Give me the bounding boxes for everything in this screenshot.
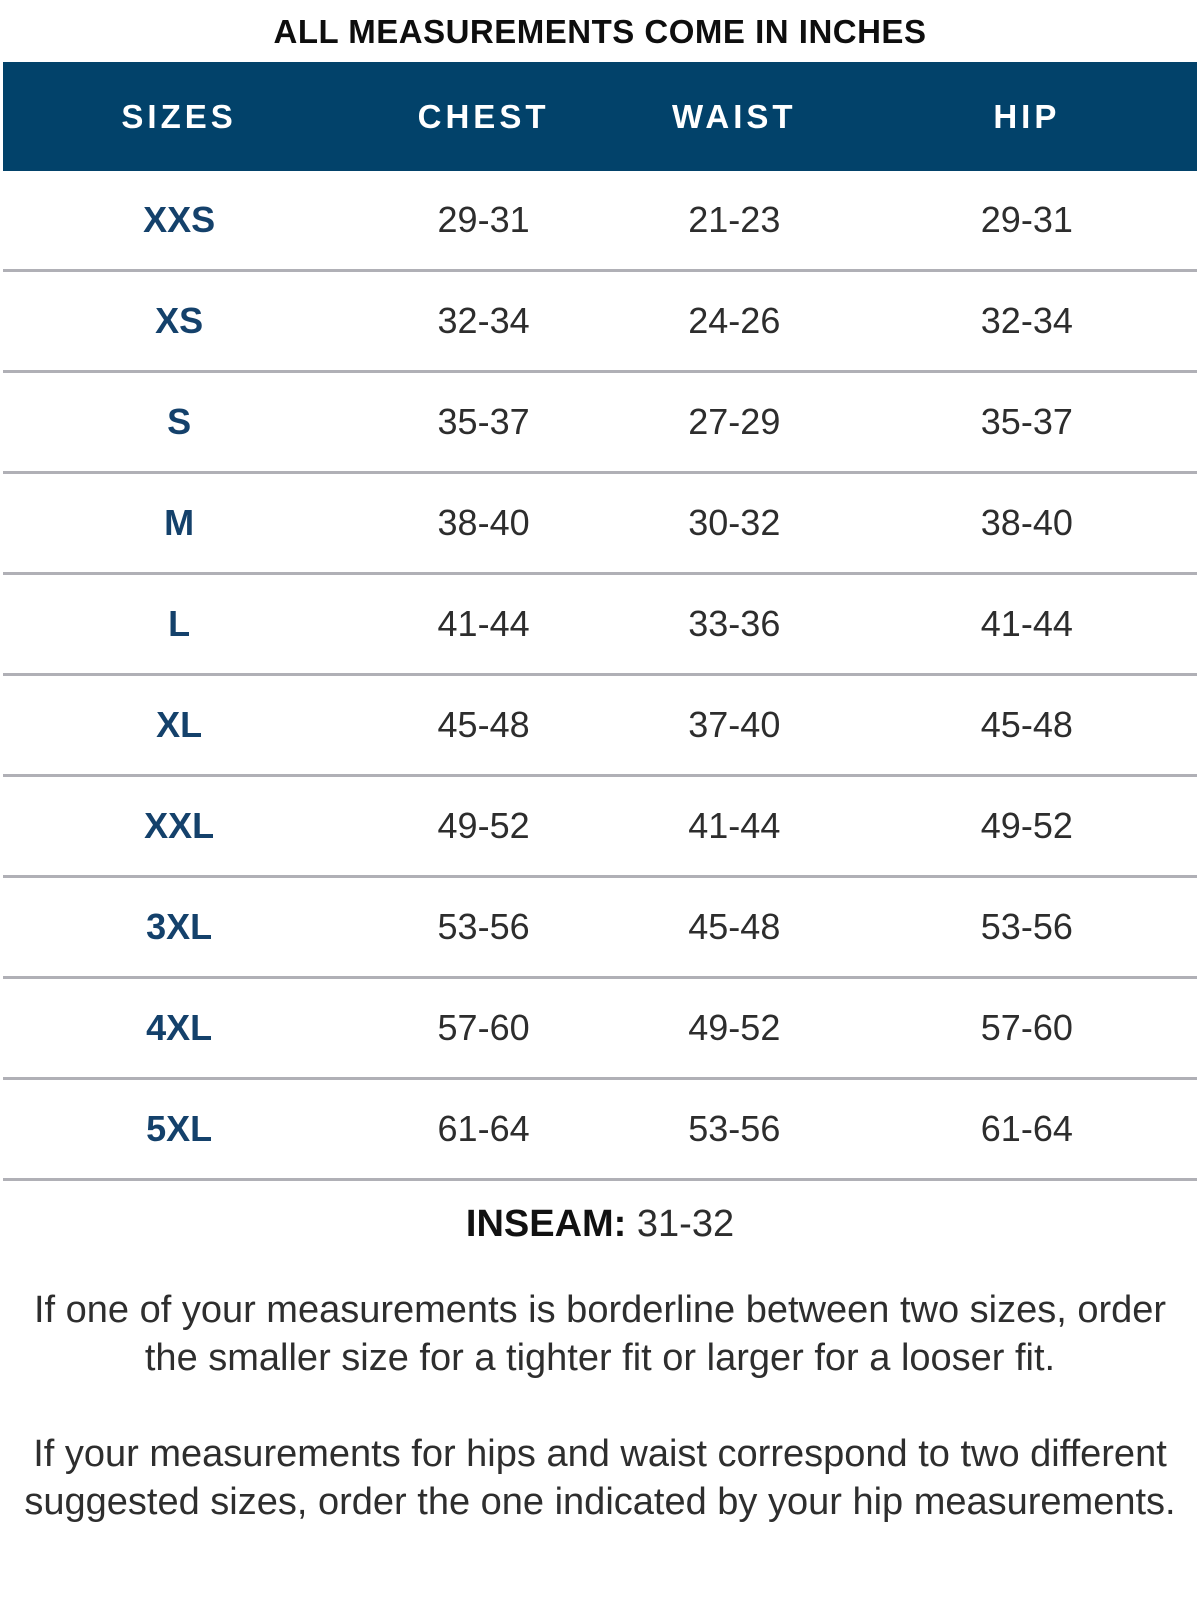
measurement-value-waist: 33-36 <box>611 575 857 676</box>
size-label: M <box>3 474 356 575</box>
fit-note-hip-priority: If your measurements for hips and waist … <box>24 1433 1176 1523</box>
measurement-value-hip: 61-64 <box>856 1080 1197 1181</box>
column-header-waist: WAIST <box>672 97 797 135</box>
table-row: XXS 29-31 21-23 29-31 <box>3 171 1197 272</box>
table-row: 4XL 57-60 49-52 57-60 <box>3 979 1197 1080</box>
inseam-value: 31-32 <box>626 1203 735 1245</box>
size-label: XL <box>3 676 356 777</box>
size-label: XS <box>3 272 356 373</box>
table-row: XS 32-34 24-26 32-34 <box>3 272 1197 373</box>
table-row: XL 45-48 37-40 45-48 <box>3 676 1197 777</box>
size-label: XXL <box>3 777 356 878</box>
page-title: ALL MEASUREMENTS COME IN INCHES <box>273 13 927 50</box>
table-row: XXL 49-52 41-44 49-52 <box>3 777 1197 878</box>
table-row: M 38-40 30-32 38-40 <box>3 474 1197 575</box>
measurement-value-waist: 21-23 <box>611 171 857 272</box>
measurement-value-waist: 30-32 <box>611 474 857 575</box>
size-label: S <box>3 373 356 474</box>
measurement-value-waist: 27-29 <box>611 373 857 474</box>
measurement-value-chest: 41-44 <box>355 575 612 676</box>
measurement-value-chest: 53-56 <box>355 878 612 979</box>
size-label: L <box>3 575 356 676</box>
fit-note-borderline: If one of your measurements is borderlin… <box>33 1289 1167 1379</box>
size-chart-table: SIZES CHEST WAIST HIP XXS 29-31 21-23 29-31… <box>3 62 1197 1181</box>
table-row: L 41-44 33-36 41-44 <box>3 575 1197 676</box>
table-header-row: SIZES CHEST WAIST HIP <box>3 62 1197 171</box>
measurement-value-hip: 35-37 <box>856 373 1197 474</box>
table-row: 5XL 61-64 53-56 61-64 <box>3 1080 1197 1181</box>
measurement-value-chest: 49-52 <box>355 777 612 878</box>
table-row: S 35-37 27-29 35-37 <box>3 373 1197 474</box>
size-label: 4XL <box>3 979 356 1080</box>
column-header-hip: HIP <box>993 97 1061 135</box>
measurement-value-chest: 57-60 <box>355 979 612 1080</box>
measurement-value-chest: 29-31 <box>355 171 612 272</box>
inseam-label: INSEAM: <box>465 1203 627 1245</box>
measurement-value-hip: 53-56 <box>856 878 1197 979</box>
measurement-value-waist: 45-48 <box>611 878 857 979</box>
size-label: XXS <box>3 171 356 272</box>
measurement-value-waist: 53-56 <box>611 1080 857 1181</box>
measurement-value-hip: 49-52 <box>856 777 1197 878</box>
measurement-value-chest: 45-48 <box>355 676 612 777</box>
measurement-value-chest: 38-40 <box>355 474 612 575</box>
measurement-value-waist: 37-40 <box>611 676 857 777</box>
measurement-value-hip: 57-60 <box>856 979 1197 1080</box>
measurement-value-hip: 38-40 <box>856 474 1197 575</box>
measurement-value-hip: 29-31 <box>856 171 1197 272</box>
measurement-value-waist: 41-44 <box>611 777 857 878</box>
measurement-value-hip: 32-34 <box>856 272 1197 373</box>
measurement-value-waist: 24-26 <box>611 272 857 373</box>
table-row: 3XL 53-56 45-48 53-56 <box>3 878 1197 979</box>
inseam-note: INSEAM: 31-32 <box>0 1203 1200 1246</box>
column-header-chest: CHEST <box>417 97 550 135</box>
measurement-value-hip: 45-48 <box>856 676 1197 777</box>
size-label: 5XL <box>3 1080 356 1181</box>
measurement-value-hip: 41-44 <box>856 575 1197 676</box>
measurement-value-chest: 61-64 <box>355 1080 612 1181</box>
column-header-sizes: SIZES <box>121 97 237 135</box>
measurement-value-chest: 32-34 <box>355 272 612 373</box>
measurement-value-waist: 49-52 <box>611 979 857 1080</box>
size-label: 3XL <box>3 878 356 979</box>
table-body: XXS 29-31 21-23 29-31 XS 32-34 24-26 32-34 S 35-3… <box>3 171 1197 1181</box>
measurement-value-chest: 35-37 <box>355 373 612 474</box>
